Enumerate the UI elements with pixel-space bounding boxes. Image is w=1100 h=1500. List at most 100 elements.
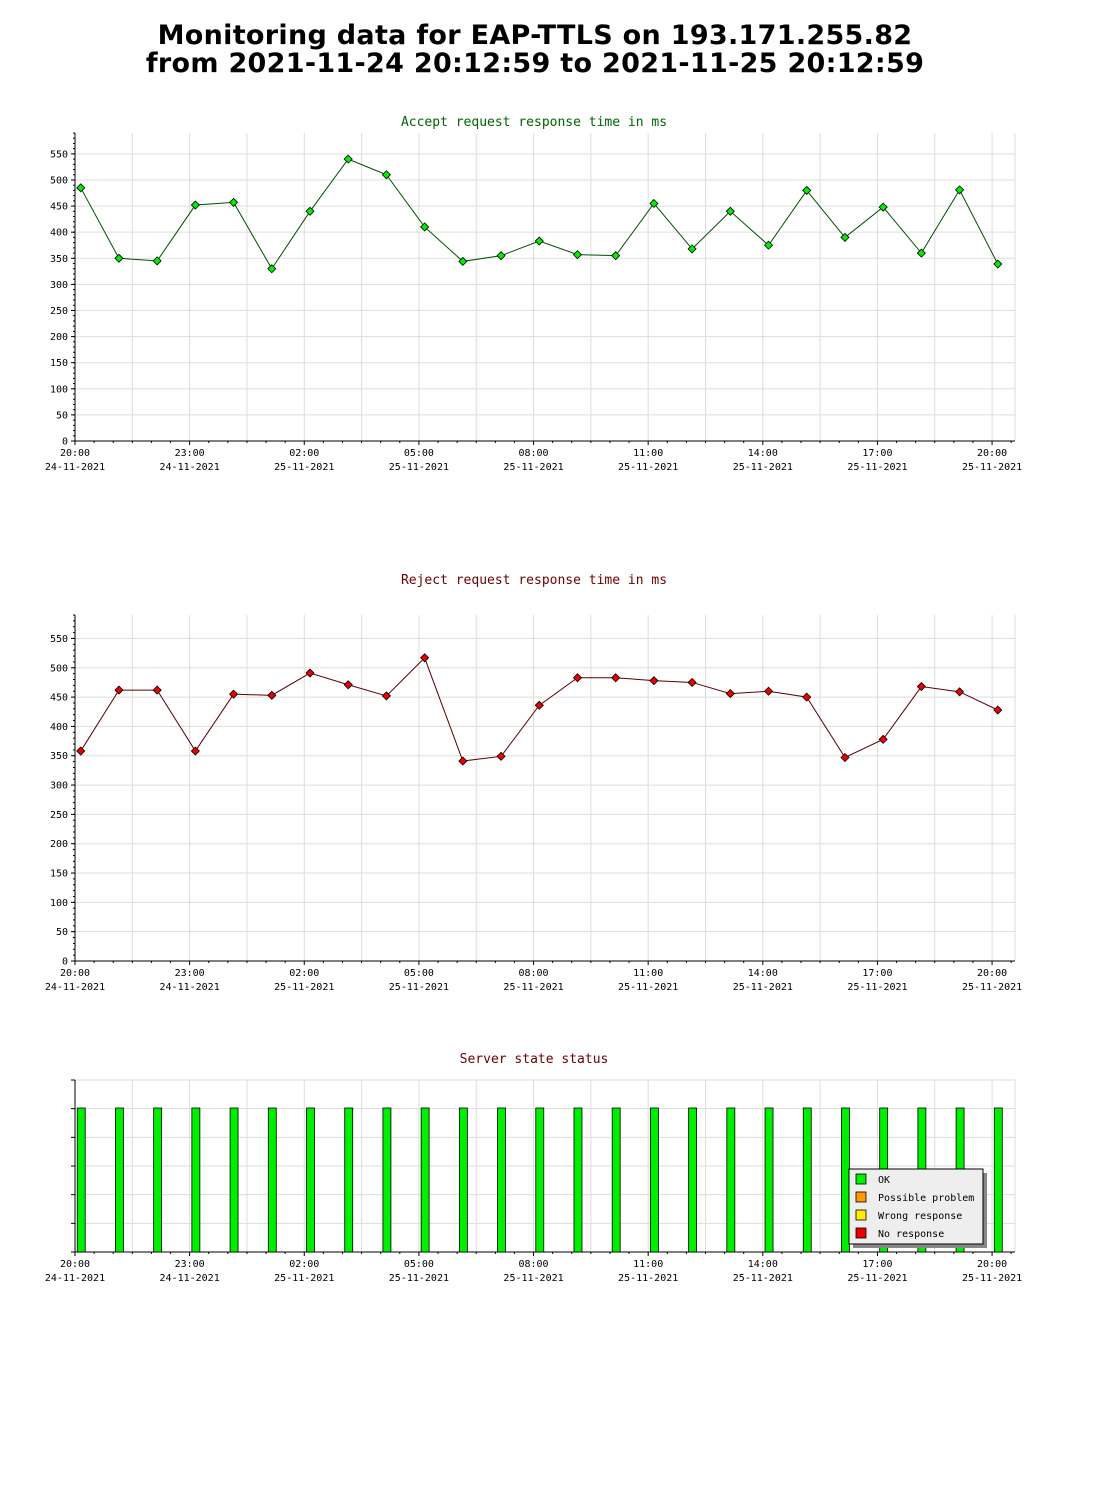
- data-point: [190, 200, 200, 210]
- x-tick-date-label: 25-11-2021: [274, 1273, 334, 1284]
- x-tick-label: 11:00: [633, 448, 663, 459]
- legend-swatch: [855, 1209, 867, 1221]
- x-tick-date-label: 24-11-2021: [45, 982, 105, 993]
- data-point: [152, 256, 162, 266]
- status-bar: [76, 1107, 86, 1253]
- x-tick-label: 17:00: [862, 448, 892, 459]
- y-tick-label: 300: [50, 781, 68, 792]
- x-tick-label: 08:00: [518, 968, 548, 979]
- chart-title: Accept request response time in ms: [401, 115, 667, 130]
- data-point: [381, 170, 391, 180]
- data-point: [76, 746, 86, 756]
- data-point: [763, 240, 774, 250]
- status-bar: [115, 1107, 124, 1253]
- x-tick-label: 08:00: [518, 1259, 548, 1270]
- status-bar: [191, 1107, 201, 1253]
- data-point: [611, 673, 621, 683]
- x-tick-date-label: 25-11-2021: [847, 1273, 907, 1284]
- x-tick-label: 14:00: [748, 1259, 778, 1270]
- data-point: [190, 746, 200, 756]
- legend-label: OK: [878, 1175, 890, 1186]
- data-point: [687, 244, 697, 254]
- data-point: [840, 752, 850, 763]
- data-point: [267, 264, 277, 274]
- status-bar: [802, 1107, 812, 1253]
- data-point: [496, 751, 506, 761]
- x-tick-date-label: 24-11-2021: [160, 1273, 220, 1284]
- x-tick-label: 20:00: [60, 448, 90, 459]
- legend-swatch: [855, 1227, 867, 1239]
- data-point: [229, 689, 239, 699]
- status-bar: [344, 1107, 354, 1253]
- x-tick-label: 02:00: [289, 968, 319, 979]
- x-tick-label: 23:00: [175, 448, 205, 459]
- x-tick-label: 20:00: [977, 1259, 1007, 1270]
- legend-swatch: [855, 1191, 867, 1203]
- y-tick-label: 100: [50, 384, 68, 395]
- x-tick-date-label: 25-11-2021: [733, 982, 793, 993]
- x-tick-date-label: 25-11-2021: [503, 982, 563, 993]
- status-bar: [497, 1107, 506, 1253]
- data-point: [878, 734, 888, 744]
- data-point: [343, 680, 353, 690]
- data-point: [916, 681, 926, 692]
- x-tick-label: 23:00: [175, 968, 205, 979]
- status-bar: [458, 1107, 468, 1253]
- status-bar: [382, 1107, 392, 1253]
- x-tick-date-label: 24-11-2021: [45, 462, 105, 473]
- data-point: [420, 222, 430, 232]
- y-tick-label: 250: [50, 810, 68, 821]
- x-tick-date-label: 25-11-2021: [962, 462, 1022, 473]
- x-tick-date-label: 25-11-2021: [389, 982, 449, 993]
- status-bar: [611, 1107, 621, 1253]
- x-tick-label: 17:00: [862, 968, 892, 979]
- chart-legend: OK Possible problem Wrong response No respo…: [848, 1168, 987, 1248]
- data-point: [955, 185, 965, 195]
- legend-swatch: [855, 1173, 867, 1185]
- y-tick-label: 500: [50, 663, 68, 674]
- status-bar: [993, 1107, 1003, 1253]
- legend-label: No response: [878, 1229, 944, 1240]
- x-tick-date-label: 25-11-2021: [618, 982, 678, 993]
- data-point: [802, 185, 812, 195]
- data-point: [76, 183, 86, 193]
- data-point: [611, 251, 621, 261]
- x-tick-label: 20:00: [977, 968, 1007, 979]
- x-tick-date-label: 25-11-2021: [274, 462, 334, 473]
- x-tick-label: 02:00: [289, 1259, 319, 1270]
- y-tick-label: 300: [50, 280, 68, 291]
- data-point: [840, 232, 850, 242]
- chart-3: Server state status 20:00 24-11-2021 23:00 2…: [45, 1052, 1022, 1284]
- data-point: [802, 692, 812, 702]
- y-tick-label: 0: [62, 957, 68, 968]
- y-tick-label: 0: [62, 437, 68, 448]
- data-point: [114, 685, 124, 695]
- page-title: Monitoring data for EAP-TTLS on 193.171.…: [0, 22, 1070, 78]
- data-point: [458, 756, 468, 766]
- data-point: [572, 250, 583, 260]
- data-point: [687, 677, 697, 688]
- x-tick-date-label: 25-11-2021: [733, 1273, 793, 1284]
- y-tick-label: 50: [56, 927, 68, 938]
- data-point: [229, 197, 239, 207]
- data-point: [725, 689, 735, 699]
- y-tick-label: 400: [50, 228, 68, 239]
- status-bar: [726, 1107, 736, 1253]
- status-bar: [535, 1107, 545, 1253]
- status-bar: [650, 1107, 659, 1253]
- data-point: [878, 202, 888, 212]
- x-tick-date-label: 25-11-2021: [503, 462, 563, 473]
- status-bar: [764, 1107, 774, 1253]
- x-tick-label: 20:00: [977, 448, 1007, 459]
- data-point: [420, 653, 430, 663]
- x-tick-label: 05:00: [404, 448, 434, 459]
- x-tick-date-label: 25-11-2021: [503, 1273, 563, 1284]
- y-tick-label: 50: [56, 410, 68, 421]
- legend-label: Wrong response: [878, 1211, 962, 1222]
- y-tick-label: 350: [50, 254, 68, 265]
- y-tick-label: 150: [50, 869, 68, 880]
- y-tick-label: 250: [50, 306, 68, 317]
- status-bar: [420, 1107, 430, 1253]
- data-point: [763, 686, 774, 696]
- y-tick-label: 550: [50, 634, 68, 645]
